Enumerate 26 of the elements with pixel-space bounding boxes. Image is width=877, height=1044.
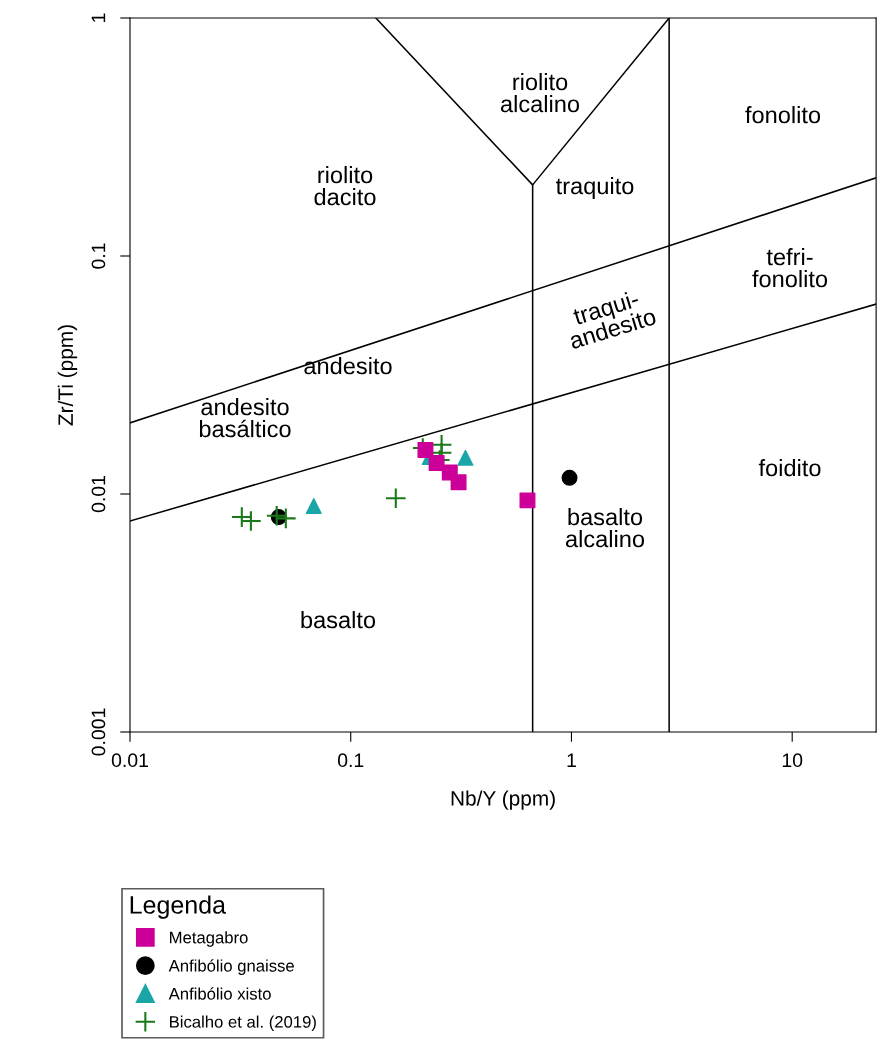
- annotation: fonolito: [745, 106, 821, 124]
- x-tick-label: 10: [782, 753, 803, 768]
- y-axis-title: Zr/Ti (ppm): [57, 325, 78, 426]
- legend-label: Anfibólio xisto: [168, 987, 271, 1000]
- annotation: traqui- andesito: [568, 289, 657, 350]
- y-tick-label: 0.001: [91, 708, 106, 756]
- annotation: foidito: [758, 458, 821, 477]
- annotation: basalto alcalino: [565, 507, 645, 548]
- y-tick-label: 1: [91, 13, 106, 22]
- legend-label: Anfibólio gnaisse: [168, 959, 294, 975]
- annotation: andesito basáltico: [199, 397, 291, 438]
- x-axis-title: Nb/Y (ppm): [451, 790, 555, 810]
- annotation: riolito alcalino: [500, 72, 580, 113]
- annotation: andesito: [304, 356, 392, 375]
- legend-title: Legenda: [130, 895, 226, 919]
- annotation: basalto: [301, 610, 376, 629]
- legend-label: Metagabro: [170, 931, 248, 947]
- x-tick-label: 1: [567, 753, 576, 767]
- x-tick-label: 0.01: [111, 753, 148, 768]
- y-tick-label: 0.01: [91, 476, 106, 513]
- y-tick-label: 0.1: [91, 243, 106, 269]
- legend-label: Bicalho et al. (2019): [170, 1015, 316, 1032]
- annotation: tefri- fonolito: [752, 247, 828, 288]
- annotation: riolito dacito: [314, 165, 376, 206]
- x-tick-label: 0.1: [337, 753, 364, 768]
- annotation: traquito: [555, 177, 634, 199]
